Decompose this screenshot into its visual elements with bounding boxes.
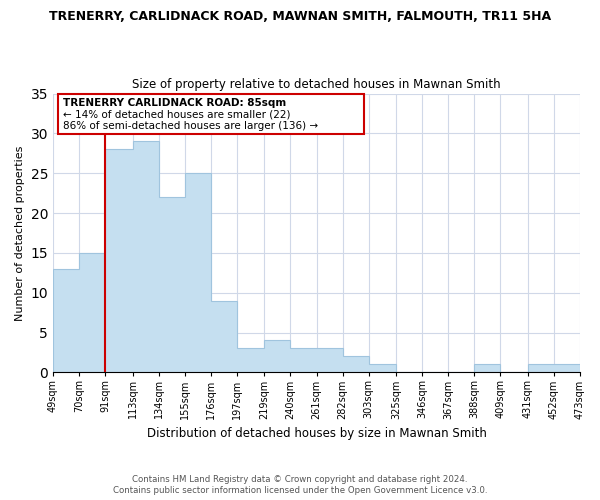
Text: TRENERRY CARLIDNACK ROAD: 85sqm: TRENERRY CARLIDNACK ROAD: 85sqm	[63, 98, 286, 108]
Text: ← 14% of detached houses are smaller (22): ← 14% of detached houses are smaller (22…	[63, 109, 290, 119]
Text: TRENERRY, CARLIDNACK ROAD, MAWNAN SMITH, FALMOUTH, TR11 5HA: TRENERRY, CARLIDNACK ROAD, MAWNAN SMITH,…	[49, 10, 551, 23]
Y-axis label: Number of detached properties: Number of detached properties	[15, 146, 25, 320]
X-axis label: Distribution of detached houses by size in Mawnan Smith: Distribution of detached houses by size …	[146, 427, 487, 440]
Text: Contains HM Land Registry data © Crown copyright and database right 2024.: Contains HM Land Registry data © Crown c…	[132, 475, 468, 484]
Title: Size of property relative to detached houses in Mawnan Smith: Size of property relative to detached ho…	[132, 78, 501, 91]
Text: 86% of semi-detached houses are larger (136) →: 86% of semi-detached houses are larger (…	[63, 120, 318, 130]
Text: Contains public sector information licensed under the Open Government Licence v3: Contains public sector information licen…	[113, 486, 487, 495]
